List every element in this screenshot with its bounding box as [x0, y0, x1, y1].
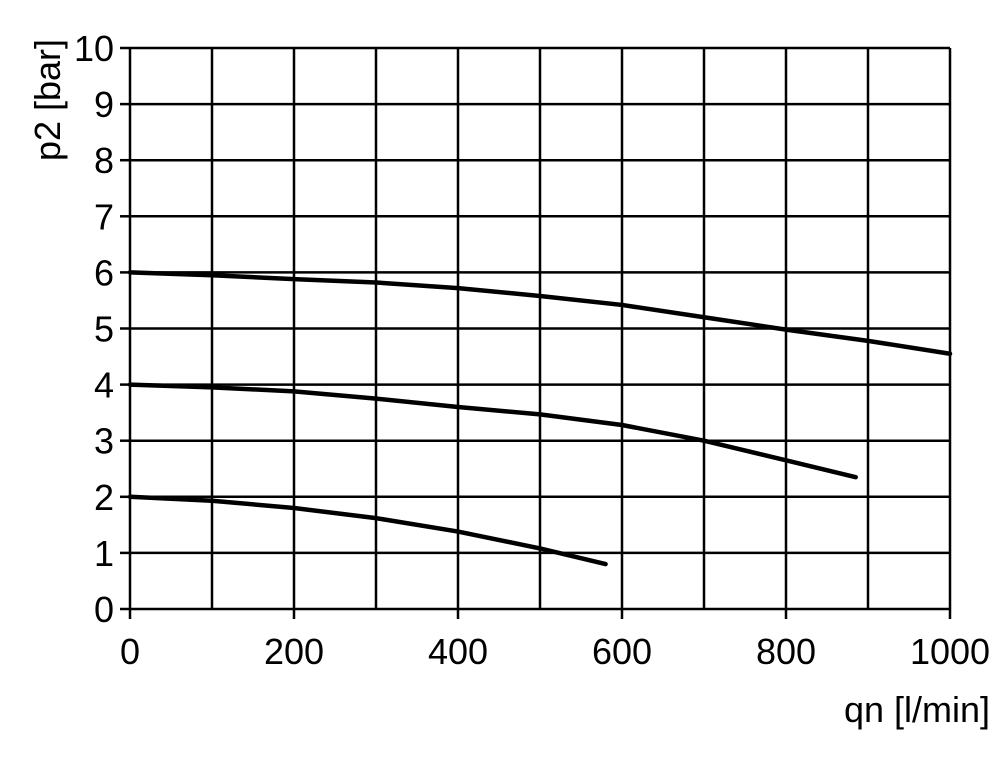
y-tick-label: 5 — [94, 309, 114, 350]
y-axis-label: p2 [bar] — [27, 39, 68, 161]
data-line — [127, 270, 953, 356]
data-line — [127, 494, 608, 567]
x-tick-label: 400 — [428, 631, 488, 672]
x-tick-label: 600 — [592, 631, 652, 672]
y-tick-label: 1 — [94, 533, 114, 574]
y-tick-label: 10 — [74, 28, 114, 69]
y-tick-label: 0 — [94, 589, 114, 630]
y-tick-label: 7 — [94, 196, 114, 237]
x-tick-label: 800 — [756, 631, 816, 672]
y-tick-label: 8 — [94, 140, 114, 181]
x-tick-label: 0 — [120, 631, 140, 672]
data-line — [127, 382, 858, 480]
y-tick-label: 3 — [94, 421, 114, 462]
x-tick-label: 1000 — [910, 631, 990, 672]
x-tick-label: 200 — [264, 631, 324, 672]
y-tick-label: 6 — [94, 252, 114, 293]
y-tick-label: 2 — [94, 477, 114, 518]
x-axis-label: qn [l/min] — [844, 689, 990, 730]
y-tick-label: 9 — [94, 84, 114, 125]
y-tick-label: 4 — [94, 365, 114, 406]
